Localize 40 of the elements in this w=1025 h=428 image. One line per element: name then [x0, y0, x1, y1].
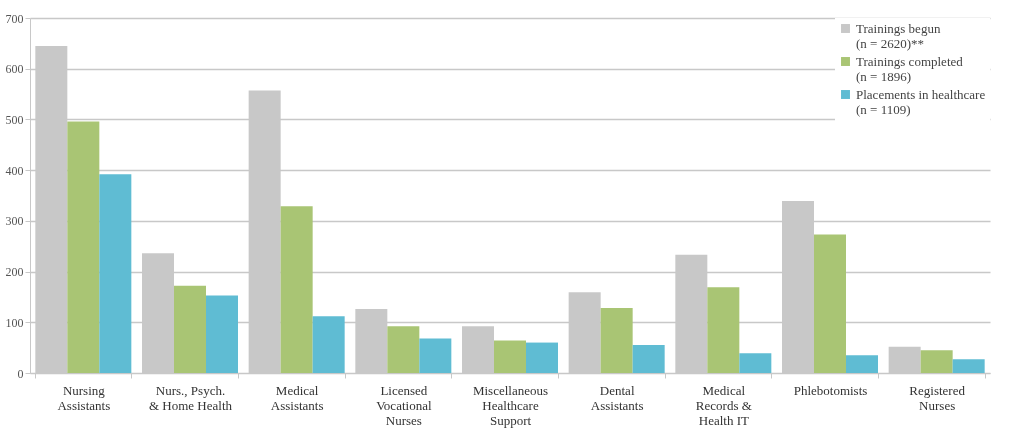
bar: [99, 174, 132, 373]
y-tick-label: 100: [5, 315, 24, 330]
x-tick-label: Licensed Vocational Nurses: [376, 382, 432, 428]
bar: [67, 121, 100, 373]
legend-label: Trainings completed (n = 1896): [856, 53, 964, 84]
bar: [888, 346, 921, 373]
bar: [312, 316, 345, 373]
bar: [206, 295, 238, 373]
x-tick-label: Registered Nurses: [909, 382, 966, 413]
x-tick-label: Dental Assistants: [590, 382, 644, 413]
y-tick-label: 700: [5, 11, 24, 26]
bar: [600, 308, 633, 373]
legend-label: Trainings begun (n = 2620)**: [856, 20, 941, 51]
x-tick-label: Nursing Assistants: [57, 382, 111, 413]
y-tick-label: 0: [17, 366, 24, 381]
bar: [920, 350, 953, 373]
bar: [419, 338, 452, 373]
bar: [739, 353, 772, 373]
y-tick-label: 200: [5, 265, 24, 280]
x-tick-label: Medical Records & Health IT: [695, 382, 752, 428]
bar: [387, 326, 420, 373]
bar: [494, 340, 526, 373]
bar: [707, 287, 740, 373]
x-tick-label: Phlebotomists: [793, 382, 868, 398]
bar: [846, 355, 878, 373]
y-tick-label: 300: [5, 214, 24, 229]
bar: [632, 345, 665, 373]
bar: [814, 234, 846, 373]
x-tick-label: Medical Assistants: [270, 382, 324, 413]
legend-label: Placements in healthcare (n = 1109): [856, 86, 986, 117]
bar: [526, 342, 558, 373]
x-tick-label: Miscellaneous Healthcare Support: [472, 382, 549, 428]
x-tick-label: Nurs., Psych. & Home Health: [148, 382, 233, 413]
bar: [174, 285, 206, 373]
bar: [952, 359, 985, 373]
bar: [462, 326, 494, 373]
y-tick-label: 400: [5, 163, 24, 178]
y-tick-label: 600: [5, 62, 24, 77]
y-tick-label: 500: [5, 112, 24, 127]
bar: [280, 206, 313, 373]
